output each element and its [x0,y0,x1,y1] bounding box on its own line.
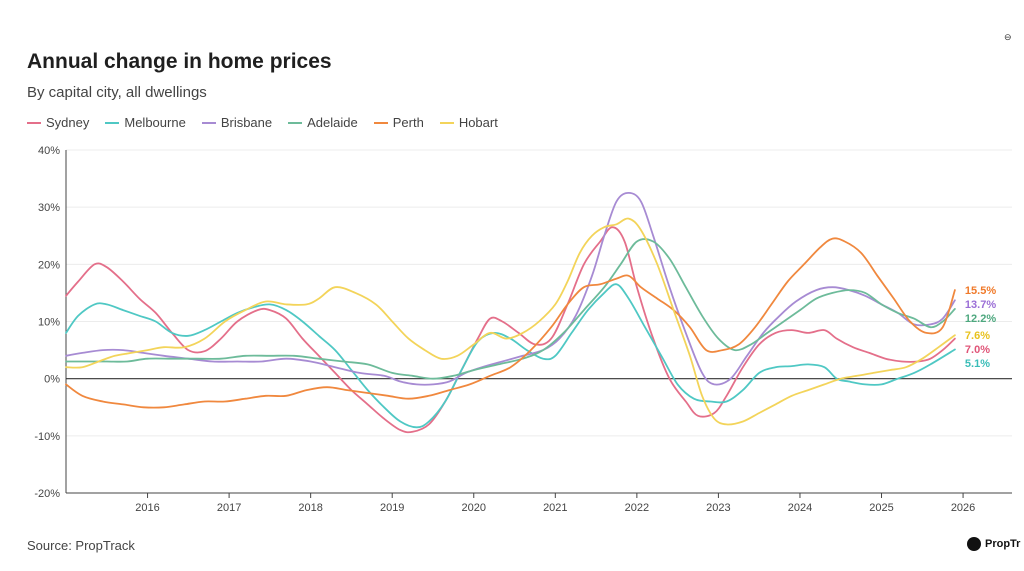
x-tick-label: 2023 [706,502,730,514]
legend-swatch [288,121,303,124]
series-line-melbourne [65,283,956,429]
proptrack-logo-icon [967,537,981,551]
legend-swatch [201,121,216,124]
legend-item-adelaide: Adelaide [288,115,358,130]
end-label-sydney: 7.0% [965,344,990,356]
x-tick-label: 2026 [951,502,975,514]
legend-label: Hobart [458,115,498,130]
x-tick-label: 2025 [869,502,893,514]
legend-label: Brisbane [220,115,273,130]
x-tick-label: 2022 [625,502,649,514]
proptrack-logo-text: PropTr [985,538,1021,550]
x-tick-label: 2024 [788,502,812,514]
proptrack-logo: PropTr [967,537,1020,551]
x-tick-label: 2020 [462,502,486,514]
series-line-perth [65,237,956,409]
source-note: Source: PropTrack [27,538,135,553]
y-tick-label: 30% [38,202,60,214]
y-tick-label: 40% [38,145,60,157]
end-label-adelaide: 12.2% [965,313,996,325]
x-tick-label: 2019 [380,502,404,514]
y-tick-label: -20% [34,488,60,500]
series-line-adelaide [65,238,956,380]
end-label-melbourne: 5.1% [965,358,990,370]
y-tick-label: -10% [34,431,60,443]
y-tick-label: 0% [44,374,60,386]
legend-label: Perth [392,115,424,130]
legend-item-melbourne: Melbourne [105,115,186,130]
legend-label: Melbourne [124,115,186,130]
end-label-perth: 15.5% [965,285,996,297]
legend-swatch [27,121,41,124]
legend-label: Adelaide [307,115,358,130]
legend-swatch [105,121,120,124]
x-tick-label: 2021 [543,502,567,514]
x-tick-label: 2018 [298,502,322,514]
legend-swatch [373,121,388,124]
legend-item-perth: Perth [373,115,424,130]
legend-swatch [439,121,454,124]
x-tick-label: 2017 [217,502,241,514]
legend: Sydney Melbourne Brisbane Adelaide Perth Hoba… [27,115,498,130]
y-tick-label: 10% [38,317,60,329]
legend-label: Sydney [46,115,90,130]
legend-item-sydney: Sydney [27,115,89,130]
y-tick-label: 20% [38,259,60,271]
corner-mark: ⊖ [1004,32,1012,42]
legend-item-brisbane: Brisbane [201,115,273,130]
x-tick-label: 2016 [135,502,159,514]
end-label-hobart: 7.6% [965,330,990,342]
chart-title: Annual change in home prices [27,50,332,73]
series-line-brisbane [65,192,956,386]
legend-item-hobart: Hobart [439,115,498,130]
series-line-hobart [65,217,956,426]
end-label-brisbane: 13.7% [965,299,996,311]
chart-subtitle: By capital city, all dwellings [27,84,207,101]
series-line-sydney [65,226,956,434]
